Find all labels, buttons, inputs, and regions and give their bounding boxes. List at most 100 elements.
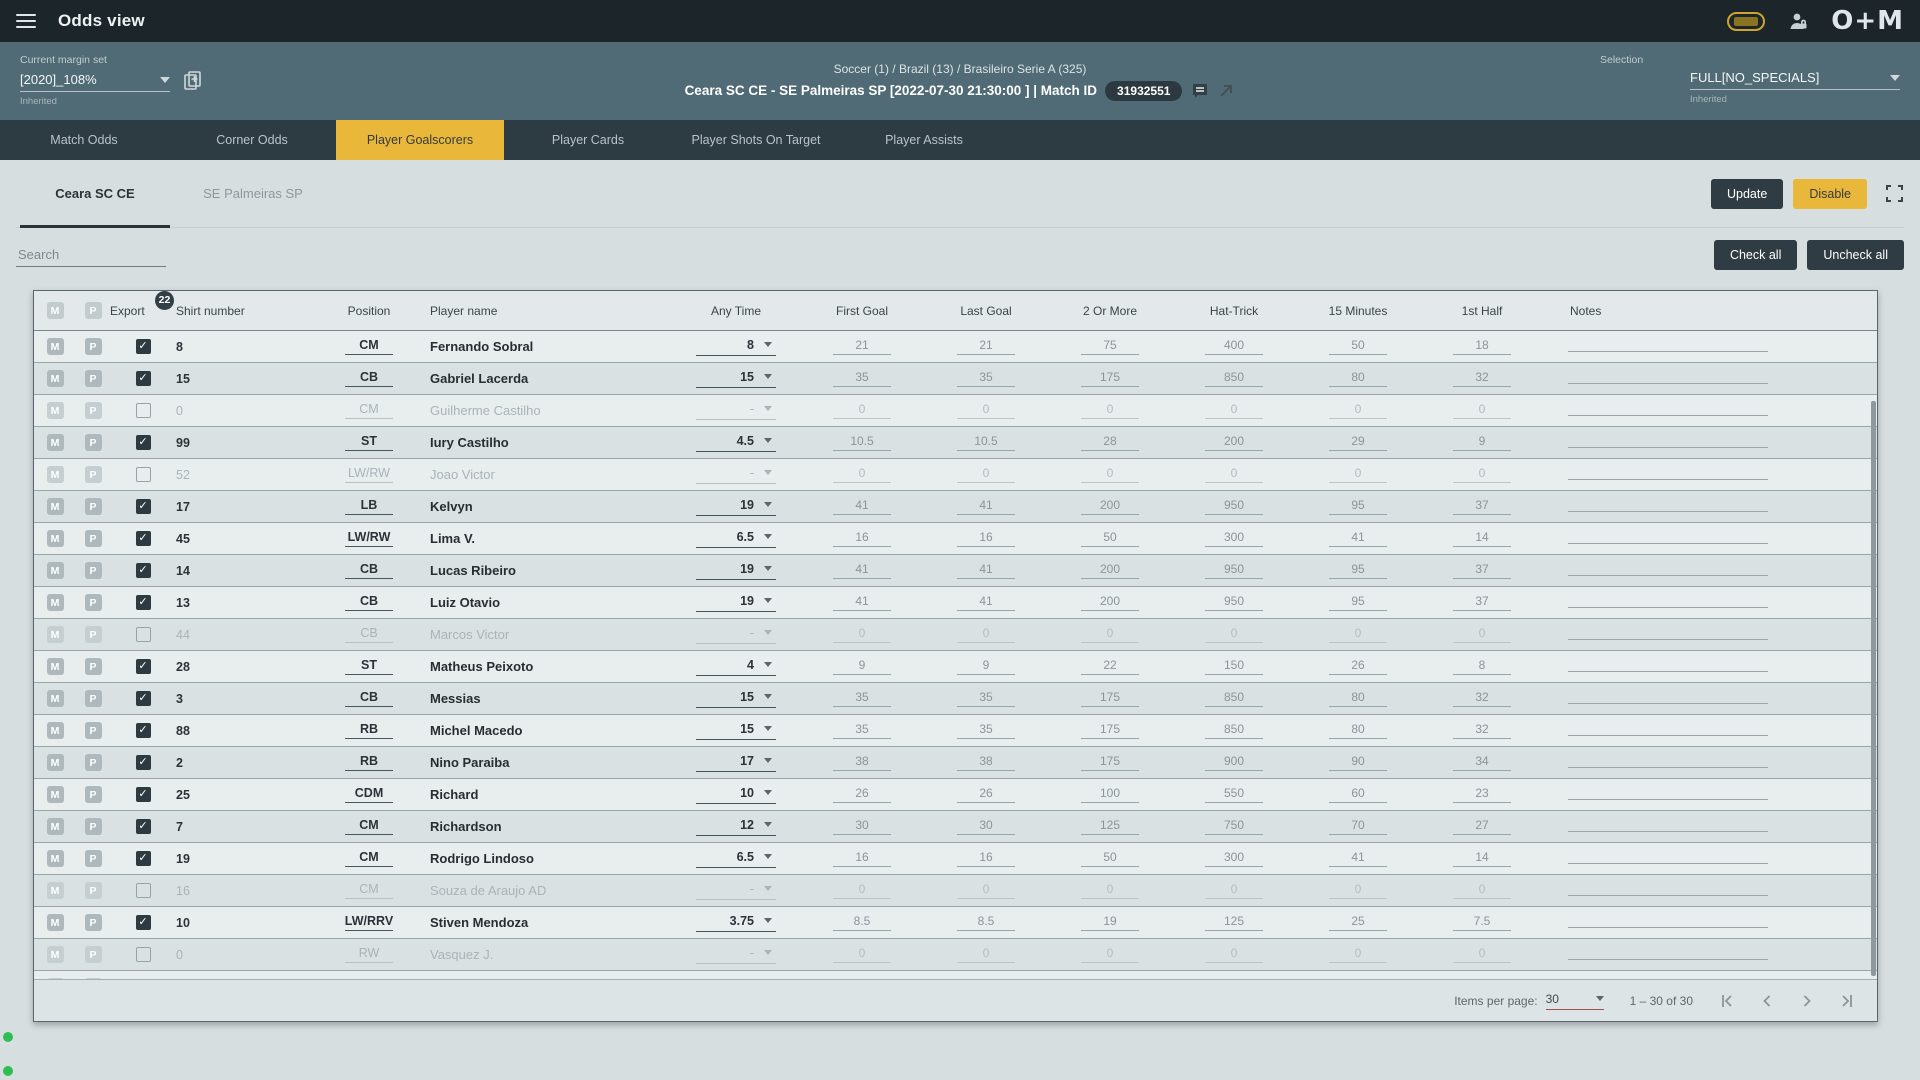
menu-icon[interactable]: [16, 14, 36, 28]
hat-trick-field[interactable]: 900: [1205, 754, 1263, 771]
export-checkbox[interactable]: [135, 339, 151, 354]
fifteen-minutes-field[interactable]: 95: [1329, 562, 1387, 579]
first-half-field[interactable]: 37: [1453, 498, 1511, 515]
fifteen-minutes-field[interactable]: 41: [1329, 530, 1387, 547]
two-or-more-field[interactable]: 50: [1081, 850, 1139, 867]
any-time-select[interactable]: 17: [696, 754, 776, 772]
export-checkbox[interactable]: [135, 915, 151, 930]
position-field[interactable]: ST: [345, 658, 393, 675]
copy-add-icon[interactable]: [182, 70, 204, 92]
hat-trick-field[interactable]: 300: [1205, 850, 1263, 867]
fifteen-minutes-field[interactable]: 41: [1329, 850, 1387, 867]
user-lock-icon[interactable]: [1787, 10, 1809, 32]
any-time-select[interactable]: -: [696, 946, 776, 964]
export-checkbox[interactable]: [135, 659, 151, 674]
first-half-field[interactable]: 27: [1453, 818, 1511, 835]
notes-field[interactable]: [1568, 562, 1768, 576]
first-page-icon[interactable]: [1719, 993, 1735, 1009]
fifteen-minutes-field[interactable]: 0: [1329, 946, 1387, 963]
two-or-more-field[interactable]: 175: [1081, 370, 1139, 387]
export-checkbox[interactable]: [135, 883, 151, 898]
notes-field[interactable]: [1568, 946, 1768, 960]
market-tab[interactable]: Player Goalscorers: [336, 120, 504, 160]
any-time-select[interactable]: 6.5: [696, 850, 776, 868]
toggle-icon[interactable]: [1727, 11, 1766, 31]
first-half-field[interactable]: 8: [1453, 658, 1511, 675]
two-or-more-field[interactable]: 22: [1081, 658, 1139, 675]
last-goal-field[interactable]: 35: [957, 370, 1015, 387]
first-goal-field[interactable]: 21: [833, 338, 891, 355]
fifteen-minutes-field[interactable]: 80: [1329, 690, 1387, 707]
any-time-select[interactable]: 4: [696, 658, 776, 676]
first-goal-field[interactable]: 16: [833, 530, 891, 547]
hat-trick-field[interactable]: 0: [1205, 882, 1263, 899]
export-checkbox[interactable]: [135, 403, 151, 418]
two-or-more-field[interactable]: 19: [1081, 914, 1139, 931]
position-field[interactable]: RW: [345, 946, 393, 963]
first-half-field[interactable]: 37: [1453, 594, 1511, 611]
fifteen-minutes-field[interactable]: 95: [1329, 594, 1387, 611]
last-goal-field[interactable]: 41: [957, 594, 1015, 611]
notes-field[interactable]: [1568, 530, 1768, 544]
last-goal-field[interactable]: 21: [957, 338, 1015, 355]
first-half-field[interactable]: 32: [1453, 722, 1511, 739]
fifteen-minutes-field[interactable]: 25: [1329, 914, 1387, 931]
uncheck-all-button[interactable]: Uncheck all: [1807, 240, 1904, 270]
notes-field[interactable]: [1568, 338, 1768, 352]
first-goal-field[interactable]: 35: [833, 370, 891, 387]
fifteen-minutes-field[interactable]: 0: [1329, 466, 1387, 483]
first-goal-field[interactable]: 41: [833, 594, 891, 611]
last-goal-field[interactable]: 30: [957, 818, 1015, 835]
position-field[interactable]: RB: [345, 754, 393, 771]
notes-field[interactable]: [1568, 882, 1768, 896]
hat-trick-field[interactable]: 850: [1205, 370, 1263, 387]
export-checkbox[interactable]: [135, 627, 151, 642]
hat-trick-field[interactable]: 0: [1205, 402, 1263, 419]
last-goal-field[interactable]: 16: [957, 530, 1015, 547]
market-tab[interactable]: Corner Odds: [216, 133, 288, 147]
last-goal-field[interactable]: 0: [957, 978, 1015, 979]
check-all-button[interactable]: Check all: [1713, 240, 1798, 270]
notes-field[interactable]: [1568, 722, 1768, 736]
any-time-select[interactable]: 19: [696, 498, 776, 516]
two-or-more-field[interactable]: 100: [1081, 786, 1139, 803]
any-time-select[interactable]: 4.5: [696, 434, 776, 452]
two-or-more-field[interactable]: 0: [1081, 402, 1139, 419]
market-tab[interactable]: Player Assists: [885, 133, 963, 147]
hat-trick-field[interactable]: 950: [1205, 498, 1263, 515]
two-or-more-field[interactable]: 0: [1081, 466, 1139, 483]
hat-trick-field[interactable]: 400: [1205, 338, 1263, 355]
selection-select[interactable]: FULL[NO_SPECIALS]: [1690, 70, 1900, 90]
fifteen-minutes-field[interactable]: 80: [1329, 722, 1387, 739]
first-half-field[interactable]: 37: [1453, 562, 1511, 579]
table-scrollbar[interactable]: [1871, 401, 1876, 976]
last-goal-field[interactable]: 0: [957, 466, 1015, 483]
items-per-page-select[interactable]: 30: [1545, 992, 1604, 1010]
comment-icon[interactable]: [1190, 81, 1210, 101]
notes-field[interactable]: [1568, 402, 1768, 416]
fifteen-minutes-field[interactable]: 0: [1329, 402, 1387, 419]
two-or-more-field[interactable]: 0: [1081, 978, 1139, 979]
last-goal-field[interactable]: 9: [957, 658, 1015, 675]
export-checkbox[interactable]: [135, 755, 151, 770]
fifteen-minutes-field[interactable]: 90: [1329, 754, 1387, 771]
notes-field[interactable]: [1568, 850, 1768, 864]
position-field[interactable]: CDM: [345, 786, 393, 803]
first-goal-field[interactable]: 0: [833, 978, 891, 979]
export-checkbox[interactable]: [135, 563, 151, 578]
hat-trick-field[interactable]: 0: [1205, 466, 1263, 483]
market-tab[interactable]: Player Cards: [551, 133, 625, 147]
export-checkbox[interactable]: [135, 371, 151, 386]
last-goal-field[interactable]: 8.5: [957, 914, 1015, 931]
two-or-more-field[interactable]: 200: [1081, 562, 1139, 579]
fifteen-minutes-field[interactable]: 29: [1329, 434, 1387, 451]
two-or-more-field[interactable]: 200: [1081, 498, 1139, 515]
hat-trick-field[interactable]: 750: [1205, 818, 1263, 835]
any-time-select[interactable]: 15: [696, 690, 776, 708]
position-field[interactable]: CB: [345, 594, 393, 611]
two-or-more-field[interactable]: 125: [1081, 818, 1139, 835]
hat-trick-field[interactable]: 850: [1205, 690, 1263, 707]
hat-trick-field[interactable]: 0: [1205, 946, 1263, 963]
position-field[interactable]: CB: [345, 562, 393, 579]
export-checkbox[interactable]: [135, 595, 151, 610]
